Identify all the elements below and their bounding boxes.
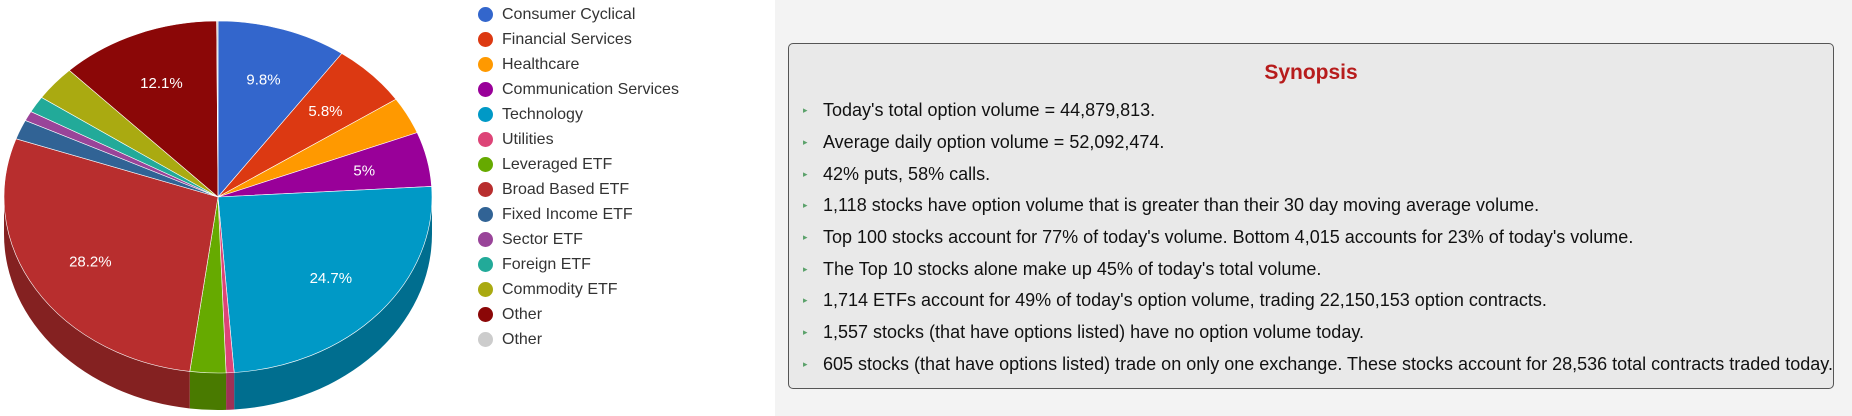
legend-swatch — [478, 132, 493, 147]
bullet-icon: ▸ — [803, 200, 808, 211]
legend-label: Technology — [502, 105, 583, 123]
legend-label: Communication Services — [502, 80, 679, 98]
synopsis-item: ▸ 1,118 stocks have option volume that is… — [803, 190, 1833, 222]
chart-panel: 9.8% 5.8% 5% 24.7% 28.2% 12.1% Consumer Cycli… — [0, 0, 775, 416]
synopsis-text: 1,557 stocks (that have options listed) … — [823, 322, 1364, 343]
legend-item[interactable]: Utilities — [478, 127, 768, 152]
legend-swatch — [478, 157, 493, 172]
synopsis-panel: Synopsis ▸ Today's total option volume = … — [775, 0, 1852, 416]
legend-label: Broad Based ETF — [502, 180, 630, 198]
legend-item[interactable]: Communication Services — [478, 77, 768, 102]
legend-item[interactable]: Healthcare — [478, 52, 768, 77]
pie-slice[interactable] — [217, 186, 433, 373]
legend-label: Other — [502, 330, 543, 348]
bullet-icon: ▸ — [803, 232, 808, 243]
legend-label: Sector ETF — [502, 230, 583, 248]
legend-swatch — [478, 307, 493, 322]
legend-label: Healthcare — [502, 55, 580, 73]
pie-slice[interactable] — [3, 138, 219, 372]
synopsis-item: ▸ Top 100 stocks account for 77% of today… — [803, 222, 1833, 254]
pie-slice[interactable] — [216, 20, 219, 198]
synopsis-text: The Top 10 stocks alone make up 45% of t… — [823, 258, 1322, 279]
legend-item[interactable]: Other — [478, 327, 768, 352]
synopsis-title: Synopsis — [1264, 61, 1358, 84]
pie-slice-side — [189, 371, 227, 411]
synopsis-item: ▸ The Top 10 stocks alone make up 45% of … — [803, 253, 1833, 285]
synopsis-item: ▸ 42% puts, 58% calls. — [803, 158, 1833, 190]
legend-item[interactable]: Technology — [478, 102, 768, 127]
synopsis-list: ▸ Today's total option volume = 44,879,81… — [789, 95, 1833, 380]
bullet-icon: ▸ — [803, 358, 808, 369]
legend-item[interactable]: Leveraged ETF — [478, 152, 768, 177]
synopsis-text: 42% puts, 58% calls. — [823, 163, 991, 184]
bullet-icon: ▸ — [803, 168, 808, 179]
legend-label: Utilities — [502, 130, 554, 148]
legend-item[interactable]: Consumer Cyclical — [478, 2, 768, 27]
bullet-icon: ▸ — [803, 263, 808, 274]
legend-item[interactable]: Commodity ETF — [478, 277, 768, 302]
bullet-icon: ▸ — [803, 137, 808, 148]
pie-data-label: 24.7% — [310, 270, 353, 287]
legend-swatch — [478, 182, 493, 197]
legend-swatch — [478, 207, 493, 222]
legend-label: Foreign ETF — [502, 255, 591, 273]
legend-item[interactable]: Fixed Income ETF — [478, 202, 768, 227]
legend-swatch — [478, 82, 493, 97]
synopsis-item: ▸ 1,714 ETFs account for 49% of today's o… — [803, 285, 1833, 317]
pie-data-label: 9.8% — [246, 72, 280, 89]
bullet-icon: ▸ — [803, 295, 808, 306]
legend-item[interactable]: Broad Based ETF — [478, 177, 768, 202]
synopsis-text: 605 stocks (that have options listed) tr… — [823, 353, 1833, 374]
pie-data-label: 12.1% — [140, 75, 183, 92]
synopsis-item: ▸ Average daily option volume = 52,092,47… — [803, 127, 1833, 159]
pie-data-label: 28.2% — [69, 253, 112, 270]
pie-slice-side — [4, 197, 190, 409]
pie-slice[interactable] — [68, 20, 219, 198]
synopsis-item: ▸ 605 stocks (that have options listed) t… — [803, 349, 1833, 381]
legend-label: Fixed Income ETF — [502, 205, 633, 223]
legend-item[interactable]: Foreign ETF — [478, 252, 768, 277]
synopsis-text: Top 100 stocks account for 77% of today'… — [823, 227, 1634, 248]
synopsis-item: ▸ 1,557 stocks (that have options listed)… — [803, 317, 1833, 349]
synopsis-text: Today's total option volume = 44,879,813… — [823, 100, 1156, 121]
legend-label: Commodity ETF — [502, 280, 618, 298]
legend-swatch — [478, 7, 493, 22]
legend-label: Leveraged ETF — [502, 155, 613, 173]
pie-slice[interactable] — [217, 20, 343, 198]
pie-slice-side — [234, 197, 432, 410]
legend-swatch — [478, 332, 493, 347]
legend-swatch — [478, 107, 493, 122]
synopsis-text: 1,714 ETFs account for 49% of today's op… — [823, 290, 1547, 311]
bullet-icon: ▸ — [803, 327, 808, 338]
pie-chart: 9.8% 5.8% 5% 24.7% 28.2% 12.1% — [3, 20, 433, 411]
synopsis-item: ▸ Today's total option volume = 44,879,81… — [803, 95, 1833, 127]
synopsis-text: Average daily option volume = 52,092,474… — [823, 132, 1165, 153]
legend-item[interactable]: Financial Services — [478, 27, 768, 52]
synopsis-box: Synopsis ▸ Today's total option volume = … — [788, 43, 1834, 389]
legend-label: Consumer Cyclical — [502, 5, 636, 23]
synopsis-text: 1,118 stocks have option volume that is … — [823, 195, 1540, 216]
legend-swatch — [478, 282, 493, 297]
legend-item[interactable]: Other — [478, 302, 768, 327]
legend-swatch — [478, 257, 493, 272]
legend-item[interactable]: Sector ETF — [478, 227, 768, 252]
legend-label: Financial Services — [502, 30, 632, 48]
bullet-icon: ▸ — [803, 105, 808, 116]
legend-swatch — [478, 57, 493, 72]
pie-data-label: 5.8% — [308, 103, 342, 120]
pie-slice-side — [226, 372, 235, 410]
chart-legend: Consumer Cyclical Financial Services Healt… — [478, 2, 768, 352]
legend-label: Other — [502, 305, 543, 323]
pie-data-label: 5% — [353, 162, 375, 179]
legend-swatch — [478, 232, 493, 247]
legend-swatch — [478, 32, 493, 47]
